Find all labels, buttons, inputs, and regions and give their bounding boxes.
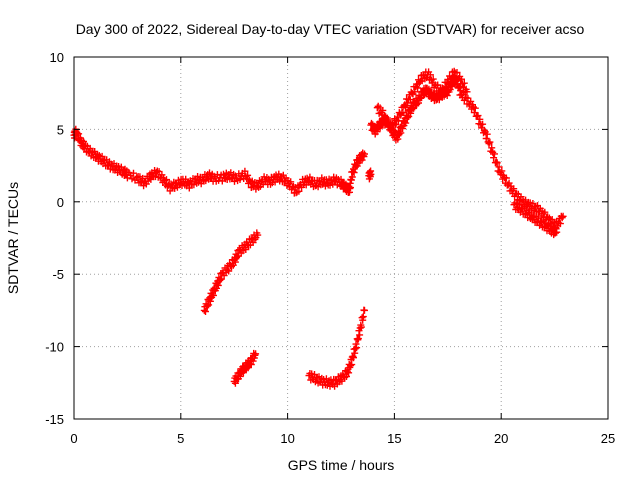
x-tick-label: 20 xyxy=(494,431,508,446)
y-tick-label: 10 xyxy=(50,50,64,65)
marker-path-main-track xyxy=(70,125,368,197)
x-tick-label: 15 xyxy=(387,431,401,446)
series-storm-segment xyxy=(367,74,567,232)
x-tick-label: 5 xyxy=(177,431,184,446)
plot-frame xyxy=(73,56,609,420)
y-tick-label: -5 xyxy=(52,267,64,282)
series-arc-7h xyxy=(230,349,260,387)
series-arc-11h xyxy=(305,306,368,390)
series-storm-upper-branch xyxy=(373,67,471,133)
marker-path-storm-upper-branch xyxy=(373,67,471,133)
marker-path-lower-tail-branch xyxy=(510,199,561,239)
x-axis-label: GPS time / hours xyxy=(288,457,395,473)
y-axis-label: SDTVAR / TECUs xyxy=(5,182,21,294)
marker-path-lobe-14h xyxy=(365,167,375,183)
marker-path-arc-7h xyxy=(230,349,260,387)
series-lobe-14h xyxy=(365,167,375,183)
y-tick-label: -15 xyxy=(45,412,64,427)
chart-title: Day 300 of 2022, Sidereal Day-to-day VTE… xyxy=(76,21,585,37)
data-series xyxy=(70,67,567,390)
axis-ticks: 0 5 10 15 20 25 -15 -10 -5 0 5 10 xyxy=(45,50,615,446)
y-tick-label: 0 xyxy=(57,195,64,210)
marker-path-arc-11h xyxy=(305,306,368,390)
x-tick-label: 25 xyxy=(601,431,615,446)
y-tick-label: 5 xyxy=(57,122,64,137)
series-main-track xyxy=(70,125,368,197)
series-lower-tail-branch xyxy=(510,199,561,239)
y-tick-label: -10 xyxy=(45,340,64,355)
x-tick-label: 10 xyxy=(280,431,294,446)
x-tick-label: 0 xyxy=(70,431,77,446)
marker-path-storm-segment xyxy=(367,74,567,232)
grid-lines xyxy=(74,57,608,419)
series-arc-6h xyxy=(200,229,262,315)
marker-path-arc-6h xyxy=(200,229,262,315)
